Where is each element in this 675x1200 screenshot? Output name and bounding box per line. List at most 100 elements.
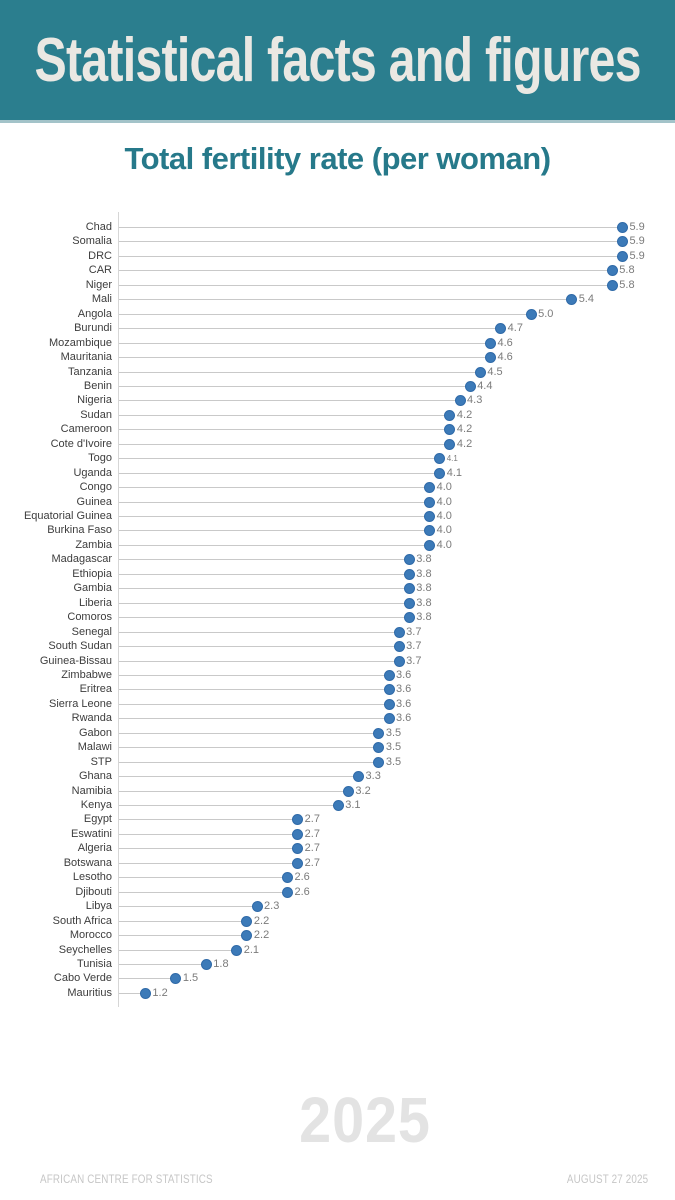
country-label: Namibia xyxy=(71,784,112,797)
lollipop-stem xyxy=(119,371,481,373)
value-label: 4.7 xyxy=(507,322,523,335)
value-label: 5.8 xyxy=(619,264,635,277)
lollipop-dot xyxy=(292,843,304,855)
lollipop-stem xyxy=(119,270,613,272)
country-label: Malawi xyxy=(77,741,112,754)
lollipop-dot xyxy=(403,568,415,580)
value-label: 2.7 xyxy=(304,827,320,840)
country-label: Eswatini xyxy=(71,827,112,840)
lollipop-dot xyxy=(373,727,385,739)
lollipop-stem xyxy=(119,689,389,691)
lollipop-stem xyxy=(119,357,491,359)
value-label: 3.8 xyxy=(416,596,432,609)
lollipop-stem xyxy=(119,963,207,965)
country-label: Comoros xyxy=(67,611,112,624)
country-label: Sudan xyxy=(80,408,112,421)
lollipop-dot xyxy=(444,438,456,450)
country-label: South Africa xyxy=(52,914,112,927)
value-label: 4.0 xyxy=(436,510,452,522)
country-label: Cameroon xyxy=(60,423,112,436)
value-label: 4.0 xyxy=(436,495,452,508)
lollipop-stem xyxy=(119,602,410,604)
value-label: 3.1 xyxy=(345,799,361,811)
country-label: Somalia xyxy=(72,235,112,248)
country-label: Gambia xyxy=(73,582,112,595)
lollipop-dot xyxy=(616,236,628,248)
lollipop-stem xyxy=(119,573,410,575)
lollipop-stem xyxy=(119,992,146,994)
country-label: DRC xyxy=(88,249,112,262)
y-axis-line xyxy=(118,212,119,1007)
lollipop-dot xyxy=(383,684,395,696)
lollipop-dot xyxy=(241,930,253,942)
value-label: 4.2 xyxy=(456,437,473,450)
lollipop-stem xyxy=(119,429,450,431)
lollipop-dot xyxy=(403,597,415,609)
lollipop-stem xyxy=(119,703,389,705)
value-label: 3.6 xyxy=(396,712,412,725)
lollipop-dot xyxy=(332,800,344,811)
value-label: 2.1 xyxy=(243,943,260,956)
country-label: Burundi xyxy=(74,322,112,335)
country-label: Congo xyxy=(79,481,112,494)
lollipop-dot xyxy=(606,265,618,277)
lollipop-stem xyxy=(119,862,298,864)
lollipop-stem xyxy=(119,414,450,416)
country-label: Zimbabwe xyxy=(61,668,112,681)
lollipop-dot xyxy=(424,511,436,522)
value-label: 4.0 xyxy=(436,481,452,494)
lollipop-dot xyxy=(474,366,486,378)
lollipop-dot xyxy=(424,539,436,551)
value-label: 3.5 xyxy=(385,755,402,768)
value-label: 5.8 xyxy=(619,278,635,291)
lollipop-stem xyxy=(119,313,532,315)
lollipop-stem xyxy=(119,617,410,619)
lollipop-dot xyxy=(616,250,628,262)
lollipop-stem xyxy=(119,516,430,517)
lollipop-stem xyxy=(119,718,389,720)
country-label: Ghana xyxy=(78,770,112,783)
lollipop-stem xyxy=(119,761,379,763)
value-label: 5.4 xyxy=(578,293,594,306)
lollipop-dot xyxy=(393,641,405,653)
lollipop-dot xyxy=(424,496,436,508)
country-label: Chad xyxy=(85,221,112,233)
country-label: Mauritius xyxy=(67,986,112,999)
lollipop-dot xyxy=(170,973,182,985)
lollipop-dot xyxy=(403,554,415,566)
lollipop-dot xyxy=(424,525,436,537)
lollipop-dot xyxy=(383,713,395,725)
lollipop-stem xyxy=(119,935,247,937)
lollipop-dot xyxy=(373,756,385,768)
lollipop-stem xyxy=(119,385,471,387)
lollipop-dot xyxy=(484,352,496,364)
lollipop-stem xyxy=(119,978,176,980)
lollipop-dot xyxy=(616,222,628,233)
lollipop-stem xyxy=(119,747,379,749)
country-label: Liberia xyxy=(78,596,112,609)
value-label: 4.6 xyxy=(497,351,513,364)
value-label: 1.2 xyxy=(152,986,168,999)
fertility-chart: Chad 5.9 Somalia 5.9 DRC 5.9 CAR 5.8 Niger 5.8 Mal… xyxy=(0,212,675,1008)
value-label: 2.7 xyxy=(304,856,320,869)
country-label: Algeria xyxy=(77,842,112,855)
lollipop-stem xyxy=(119,227,623,228)
lollipop-dot xyxy=(353,771,365,783)
country-label: Benin xyxy=(83,379,112,392)
value-label: 4.4 xyxy=(477,379,493,392)
lollipop-dot xyxy=(444,409,456,421)
lollipop-dot xyxy=(464,380,476,392)
value-label: 4.1 xyxy=(446,454,458,464)
lollipop-stem xyxy=(119,732,379,734)
value-label: 1.8 xyxy=(213,957,229,970)
chart-title: Total fertility rate (per woman) xyxy=(124,141,551,176)
lollipop-stem xyxy=(119,877,288,879)
lollipop-stem xyxy=(119,328,501,330)
value-label: 4.0 xyxy=(436,524,452,537)
lollipop-dot xyxy=(231,944,243,956)
country-label: Tanzania xyxy=(67,365,112,378)
country-label: Seychelles xyxy=(58,943,112,956)
lollipop-stem xyxy=(119,458,440,460)
lollipop-stem xyxy=(119,776,359,778)
value-label: 3.5 xyxy=(385,741,402,754)
